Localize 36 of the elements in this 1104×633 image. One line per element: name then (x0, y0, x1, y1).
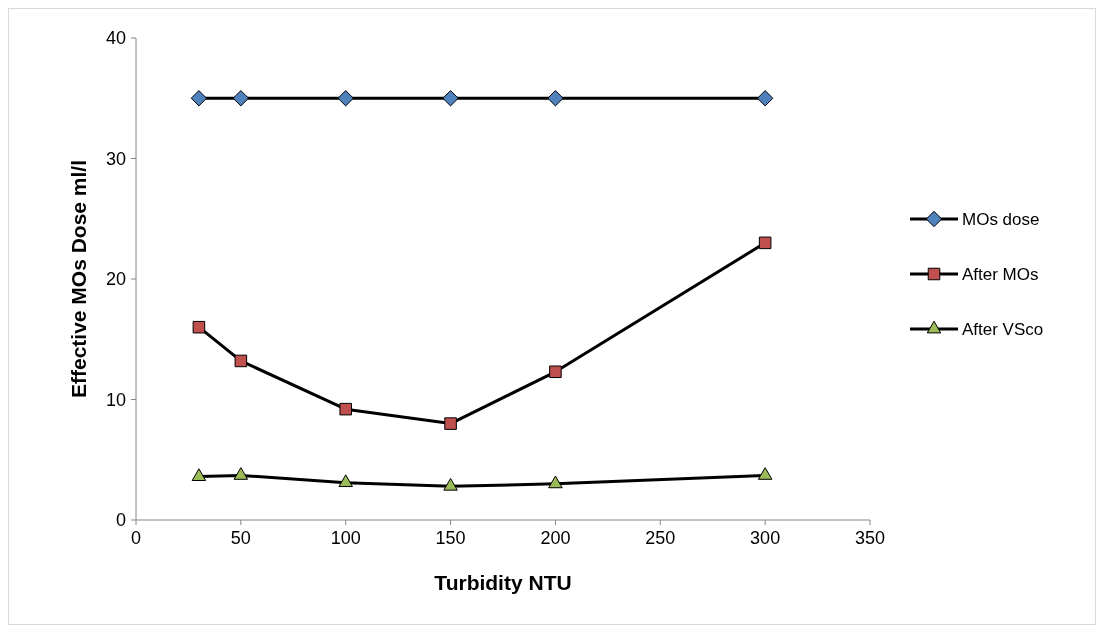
point (233, 467, 249, 480)
legend-label: After MOs (962, 265, 1039, 284)
x-tick-label: 100 (330, 528, 361, 548)
y-tick-label: 0 (115, 510, 126, 530)
point (547, 90, 564, 107)
x-tick-label: 150 (435, 528, 466, 548)
point (444, 417, 457, 430)
point (756, 90, 774, 107)
point (758, 236, 772, 250)
point (191, 468, 207, 482)
point (234, 354, 248, 368)
legend-label: MOs dose (962, 210, 1040, 229)
point (339, 402, 352, 416)
y-tick-label: 10 (105, 389, 126, 410)
x-axis-title: Turbidity NTU (434, 571, 572, 594)
point (192, 320, 206, 334)
y-axis-title: Effective MOs Dose ml/l (67, 159, 90, 399)
point (442, 90, 459, 107)
point (338, 474, 353, 488)
y-tick-label: 20 (105, 269, 126, 289)
y-tick-label: 30 (105, 148, 126, 169)
point (549, 365, 562, 379)
point (757, 467, 773, 480)
legend-label: After VSco (962, 320, 1044, 339)
point (548, 475, 563, 489)
point (190, 90, 208, 107)
point (232, 90, 250, 107)
y-tick-label: 40 (105, 28, 126, 48)
x-tick-label: 50 (230, 528, 251, 548)
point (337, 90, 354, 107)
x-tick-label: 200 (540, 528, 571, 548)
x-tick-label: 300 (750, 528, 781, 548)
x-tick-label: 350 (854, 528, 886, 548)
x-tick-label: 0 (130, 528, 142, 548)
point (443, 477, 458, 491)
x-tick-label: 250 (645, 528, 676, 548)
